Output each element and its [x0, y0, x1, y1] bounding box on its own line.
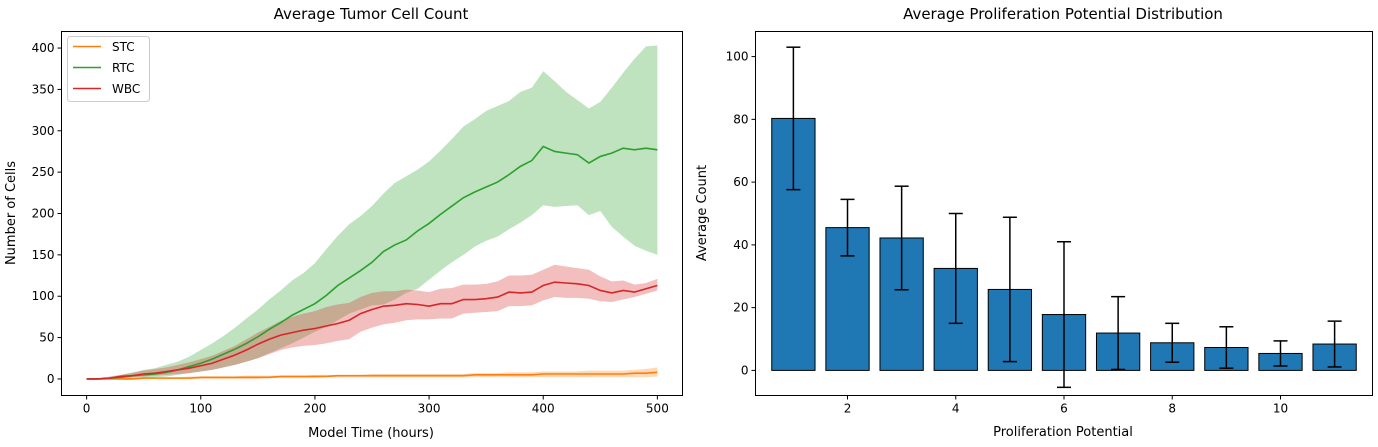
tumor-x-label: Model Time (hours) [308, 426, 434, 441]
y-tick-label: 350 [32, 82, 55, 96]
y-tick-label: 60 [733, 175, 748, 189]
y-tick-label: 150 [32, 248, 55, 262]
y-tick-label: 200 [32, 207, 55, 221]
x-tick-label: 400 [532, 402, 555, 416]
y-tick-label: 40 [733, 238, 748, 252]
error-bar-3 [894, 185, 909, 291]
tumor-chart-title: Average Tumor Cell Count [274, 5, 469, 23]
error-bar-4 [948, 212, 963, 325]
error-bar-8 [1165, 322, 1180, 363]
y-tick-label: 50 [39, 331, 54, 345]
proliferation-error-bars [786, 46, 1342, 389]
y-tick-label: 100 [726, 50, 749, 64]
legend-label-rtc: RTC [112, 61, 134, 75]
x-tick-label: 8 [1168, 402, 1176, 416]
wbc-line [86, 281, 658, 380]
error-bar-9 [1219, 326, 1234, 369]
proliferation-chart-title: Average Proliferation Potential Distribu… [903, 5, 1223, 23]
tumor-count-chart: Average Tumor Cell Count 0 100 200 300 400 50… [4, 5, 683, 441]
error-bar-5 [1002, 216, 1017, 363]
proliferation-y-label: Average Count [695, 165, 710, 261]
proliferation-x-ticks: 2 4 6 8 10 [844, 395, 1288, 416]
y-tick-label: 80 [733, 112, 748, 126]
x-tick-label: 2 [844, 402, 852, 416]
tumor-y-label: Number of Cells [4, 161, 19, 265]
stc-band [86, 367, 658, 379]
x-tick-label: 4 [952, 402, 960, 416]
y-tick-label: 250 [32, 165, 55, 179]
legend-label-stc: STC [112, 40, 135, 54]
proliferation-y-ticks: 0 20 40 60 80 100 [726, 50, 756, 377]
tumor-x-ticks: 0 100 200 300 400 500 [83, 395, 669, 416]
wbc-band [86, 264, 658, 379]
x-tick-label: 10 [1273, 402, 1288, 416]
error-bar-10 [1273, 340, 1288, 367]
tumor-bands [86, 45, 658, 380]
x-tick-label: 6 [1060, 402, 1068, 416]
error-bar-11 [1327, 320, 1342, 368]
x-tick-label: 0 [83, 402, 91, 416]
stc-line [86, 371, 658, 380]
tumor-lines [86, 145, 658, 380]
error-bar-7 [1111, 295, 1126, 371]
y-tick-label: 100 [32, 289, 55, 303]
x-tick-label: 100 [189, 402, 212, 416]
y-tick-label: 300 [32, 124, 55, 138]
error-bar-6 [1057, 240, 1071, 389]
proliferation-x-label: Proliferation Potential [993, 425, 1133, 440]
proliferation-chart: Average Proliferation Potential Distribu… [695, 5, 1373, 440]
legend-label-wbc: WBC [112, 82, 140, 96]
x-tick-label: 300 [418, 402, 441, 416]
x-tick-label: 200 [303, 402, 326, 416]
rtc-band [86, 45, 658, 380]
tumor-y-ticks: 0 50 100 150 200 250 300 350 400 [32, 41, 62, 386]
y-tick-label: 400 [32, 41, 55, 55]
error-bar-2 [840, 198, 855, 257]
x-tick-label: 500 [646, 402, 669, 416]
tumor-legend: STC RTC WBC [67, 36, 150, 102]
y-tick-label: 0 [47, 372, 55, 386]
error-bar-1 [786, 46, 801, 191]
legend-frame [67, 36, 150, 102]
y-tick-label: 0 [741, 363, 749, 377]
y-tick-label: 20 [733, 301, 748, 315]
